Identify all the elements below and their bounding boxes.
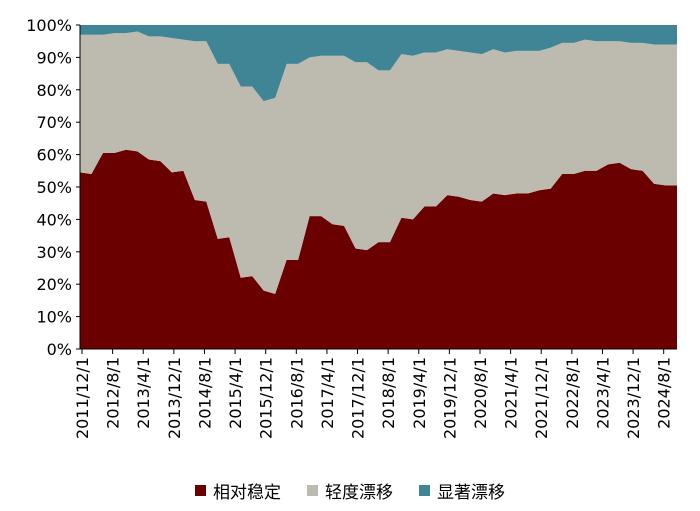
x-tick-label: 2024/8/1 bbox=[655, 357, 674, 429]
legend-item-significant-drift: 显著漂移 bbox=[419, 478, 505, 503]
y-tick-label: 70% bbox=[36, 113, 72, 132]
area-series-2 bbox=[80, 25, 677, 102]
legend: 相对稳定 轻度漂移 显著漂移 bbox=[0, 478, 700, 503]
x-axis-ticks: 2011/12/1 2012/8/1 2013/4/1 2013/12/1 2014/8… bbox=[73, 349, 674, 439]
x-tick-label: 2019/4/1 bbox=[410, 357, 429, 429]
x-tick-label: 2020/8/1 bbox=[471, 357, 490, 429]
area-series-0 bbox=[80, 149, 677, 349]
x-tick-label: 2017/12/1 bbox=[349, 357, 368, 439]
legend-swatch-mild-drift bbox=[307, 485, 318, 496]
legend-item-stable: 相对稳定 bbox=[195, 478, 281, 503]
y-tick-label: 100% bbox=[26, 16, 72, 35]
x-tick-label: 2017/4/1 bbox=[318, 357, 337, 429]
x-tick-label: 2021/12/1 bbox=[532, 357, 551, 439]
area-layer bbox=[80, 25, 677, 349]
x-tick-label: 2018/8/1 bbox=[379, 357, 398, 429]
y-tick-label: 20% bbox=[36, 275, 72, 294]
x-tick-label: 2015/12/1 bbox=[257, 357, 276, 439]
y-tick-label: 50% bbox=[36, 178, 72, 197]
x-tick-label: 2012/8/1 bbox=[104, 357, 123, 429]
y-axis-ticks: 0% 10% 20% 30% 40% 50% 60% 70% 80% 90% 100% bbox=[26, 16, 80, 359]
y-tick-label: 0% bbox=[47, 340, 72, 359]
x-tick-label: 2021/4/1 bbox=[502, 357, 521, 429]
x-tick-label: 2023/12/1 bbox=[624, 357, 643, 439]
y-tick-label: 60% bbox=[36, 146, 72, 165]
y-tick-label: 80% bbox=[36, 81, 72, 100]
legend-item-mild-drift: 轻度漂移 bbox=[307, 478, 393, 503]
x-tick-label: 2016/8/1 bbox=[287, 357, 306, 429]
x-tick-label: 2015/4/1 bbox=[226, 357, 245, 429]
y-tick-label: 30% bbox=[36, 243, 72, 262]
legend-label-stable: 相对稳定 bbox=[213, 483, 281, 503]
x-tick-label: 2013/4/1 bbox=[134, 357, 153, 429]
x-tick-label: 2011/12/1 bbox=[73, 357, 92, 439]
y-tick-label: 40% bbox=[36, 210, 72, 229]
y-tick-label: 10% bbox=[36, 308, 72, 327]
x-tick-label: 2019/12/1 bbox=[440, 357, 459, 439]
x-tick-label: 2023/4/1 bbox=[593, 357, 612, 429]
legend-swatch-significant-drift bbox=[419, 485, 430, 496]
legend-swatch-stable bbox=[195, 485, 206, 496]
x-tick-label: 2014/8/1 bbox=[195, 357, 214, 429]
x-tick-label: 2013/12/1 bbox=[165, 357, 184, 439]
x-tick-label: 2022/8/1 bbox=[563, 357, 582, 429]
legend-label-significant-drift: 显著漂移 bbox=[437, 483, 505, 503]
area-series-1 bbox=[80, 31, 677, 294]
y-tick-label: 90% bbox=[36, 48, 72, 67]
legend-label-mild-drift: 轻度漂移 bbox=[325, 483, 393, 503]
